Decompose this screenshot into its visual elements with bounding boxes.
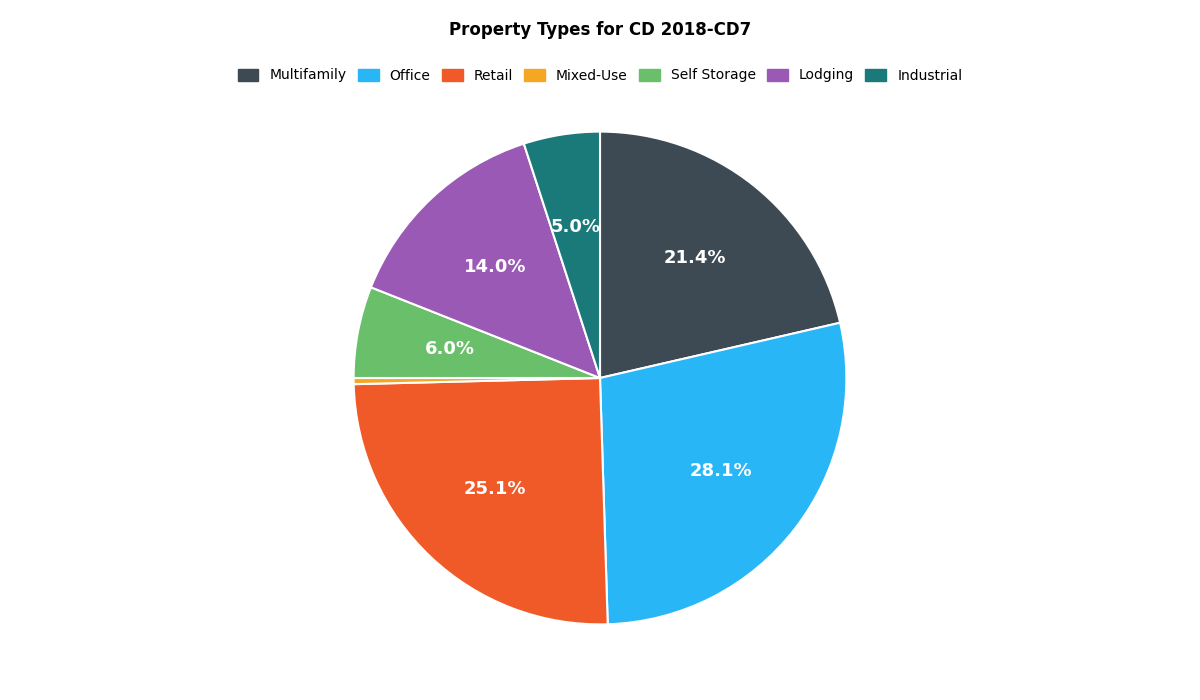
Text: 25.1%: 25.1% (464, 480, 527, 498)
Text: 21.4%: 21.4% (664, 249, 726, 267)
Text: 5.0%: 5.0% (551, 218, 601, 236)
Wedge shape (354, 378, 607, 624)
Wedge shape (600, 132, 840, 378)
Wedge shape (524, 132, 600, 378)
Wedge shape (371, 144, 600, 378)
Legend: Multifamily, Office, Retail, Mixed-Use, Self Storage, Lodging, Industrial: Multifamily, Office, Retail, Mixed-Use, … (232, 63, 968, 88)
Wedge shape (354, 287, 600, 378)
Text: 28.1%: 28.1% (690, 462, 752, 480)
Text: 6.0%: 6.0% (425, 340, 475, 358)
Text: Property Types for CD 2018-CD7: Property Types for CD 2018-CD7 (449, 21, 751, 39)
Wedge shape (354, 378, 600, 384)
Wedge shape (600, 323, 846, 624)
Text: 14.0%: 14.0% (464, 258, 527, 276)
